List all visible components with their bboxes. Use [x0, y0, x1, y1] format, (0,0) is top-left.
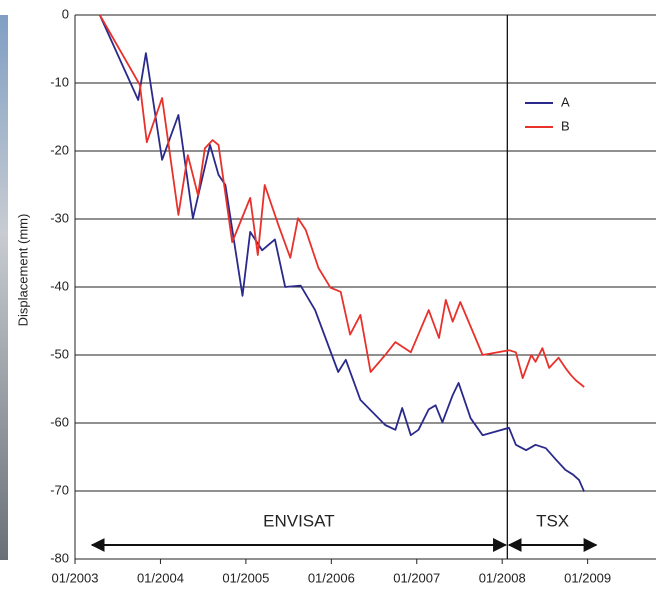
legend-label: A — [561, 94, 570, 109]
image-strip — [0, 15, 8, 560]
y-tick-label: -40 — [50, 278, 69, 293]
line-series — [98, 14, 586, 493]
y-tick-label: -80 — [50, 550, 69, 565]
y-tick-label: -30 — [50, 210, 69, 225]
y-axis-title: Displacement (mm) — [15, 214, 30, 327]
line-series — [99, 14, 585, 388]
span-label: TSX — [536, 511, 569, 530]
y-tick-label: 0 — [62, 6, 69, 21]
y-tick-label: -60 — [50, 414, 69, 429]
y-tick-label: -10 — [50, 74, 69, 89]
x-tick-label: 01/2007 — [393, 570, 440, 585]
x-tick-label: 01/2005 — [222, 570, 269, 585]
y-tick-label: -70 — [50, 482, 69, 497]
span-label: ENVISAT — [263, 511, 334, 530]
x-tick-label: 01/2009 — [564, 570, 611, 585]
x-tick-label: 01/2003 — [52, 570, 99, 585]
y-tick-label: -20 — [50, 142, 69, 157]
x-tick-label: 01/2008 — [479, 570, 526, 585]
x-tick-label: 01/2006 — [308, 570, 355, 585]
x-tick-label: 01/2004 — [137, 570, 184, 585]
legend-label: B — [561, 118, 570, 133]
y-tick-label: -50 — [50, 346, 69, 361]
